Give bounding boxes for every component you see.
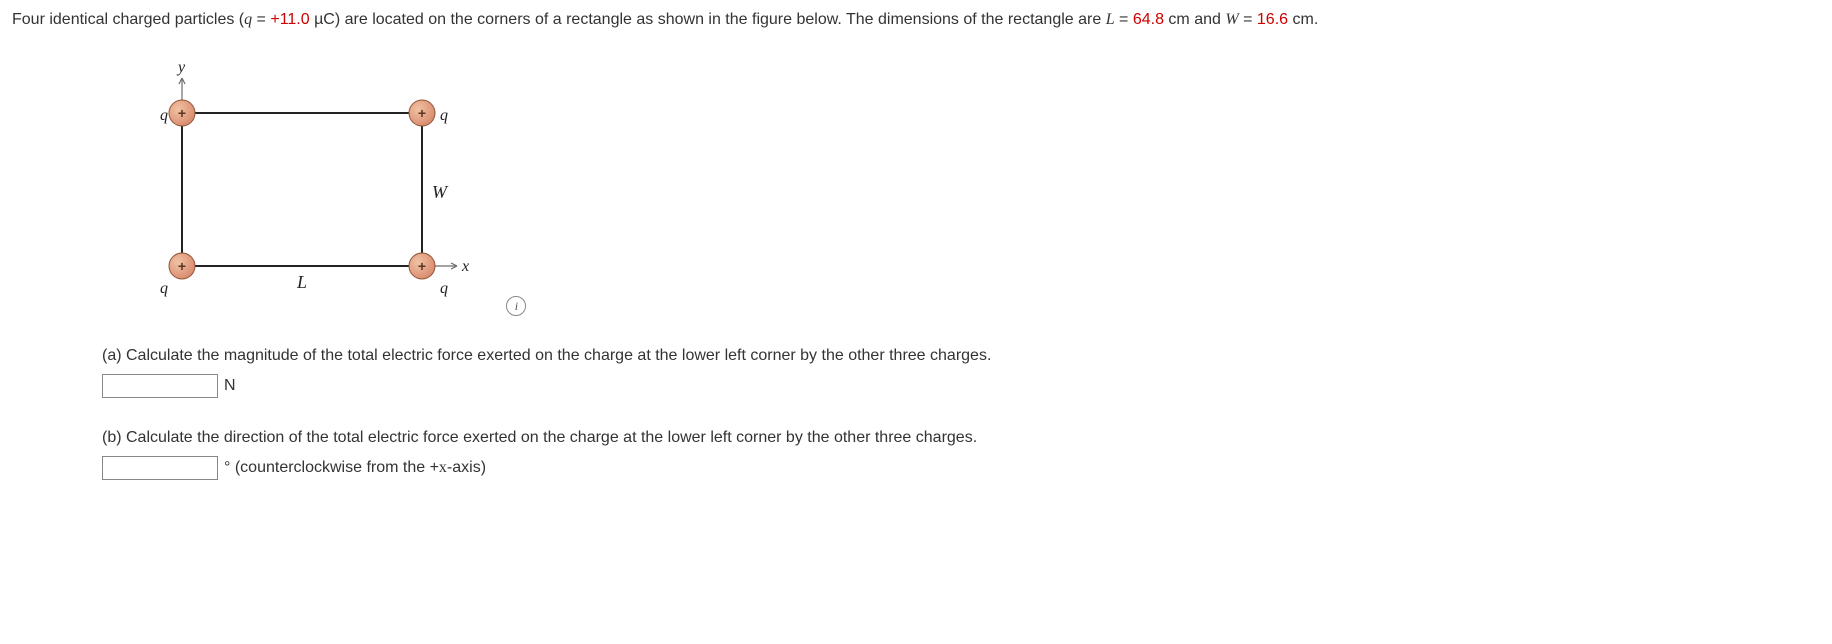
x-axis-label: x — [461, 258, 469, 275]
unit-deg: ° — [224, 459, 235, 476]
part-b-label: (b) Calculate the direction of the total… — [102, 426, 1820, 450]
part-a-label: (a) Calculate the magnitude of the total… — [102, 344, 1820, 368]
info-icon[interactable]: i — [506, 296, 526, 316]
L-value: 64.8 — [1133, 11, 1164, 28]
q-symbol: q — [244, 11, 252, 28]
q-label: q — [440, 280, 448, 297]
label-W: W — [432, 182, 449, 202]
q-eq1: = — [252, 11, 270, 28]
q-unit: µC — [310, 11, 335, 28]
plus-icon: + — [418, 258, 426, 274]
particle-top-right: + q — [409, 100, 448, 126]
particle-bottom-right: + q — [409, 253, 448, 297]
unit-text: (counterclockwise from the + — [235, 459, 439, 476]
L-unit: cm — [1164, 11, 1190, 28]
particle-top-left: + q — [160, 100, 195, 126]
unit-suffix: -axis) — [447, 459, 486, 476]
q-eq3: = — [1239, 11, 1257, 28]
q-label: q — [160, 280, 168, 297]
particle-bottom-left: + q — [160, 253, 195, 297]
y-axis-label: y — [176, 59, 186, 76]
q-eq2: = — [1115, 11, 1133, 28]
W-symbol: W — [1225, 11, 1238, 28]
label-L: L — [296, 272, 307, 292]
q-and: and — [1190, 11, 1226, 28]
plus-icon: + — [178, 105, 186, 121]
q-prefix: Four identical charged particles ( — [12, 11, 244, 28]
part-a: (a) Calculate the magnitude of the total… — [102, 344, 1820, 398]
part-a-input[interactable] — [102, 374, 218, 398]
unit-ital: x — [439, 459, 447, 476]
part-b-unit: ° (counterclockwise from the +x-axis) — [224, 456, 486, 480]
rectangle-diagram: y x L W + q + q + q + q — [82, 48, 492, 308]
W-value: 16.6 — [1257, 11, 1288, 28]
part-b-input[interactable] — [102, 456, 218, 480]
q-value: +11.0 — [270, 11, 309, 28]
part-a-unit: N — [224, 374, 236, 398]
q-label: q — [160, 107, 168, 124]
plus-icon: + — [178, 258, 186, 274]
q-mid: ) are located on the corners of a rectan… — [335, 11, 1106, 28]
question-text: Four identical charged particles (q = +1… — [12, 8, 1820, 32]
q-end: . — [1314, 11, 1318, 28]
L-symbol: L — [1106, 11, 1115, 28]
q-label: q — [440, 107, 448, 124]
diagram-container: y x L W + q + q + q + q — [82, 48, 1820, 316]
plus-icon: + — [418, 105, 426, 121]
W-unit: cm — [1288, 11, 1314, 28]
part-b: (b) Calculate the direction of the total… — [102, 426, 1820, 480]
